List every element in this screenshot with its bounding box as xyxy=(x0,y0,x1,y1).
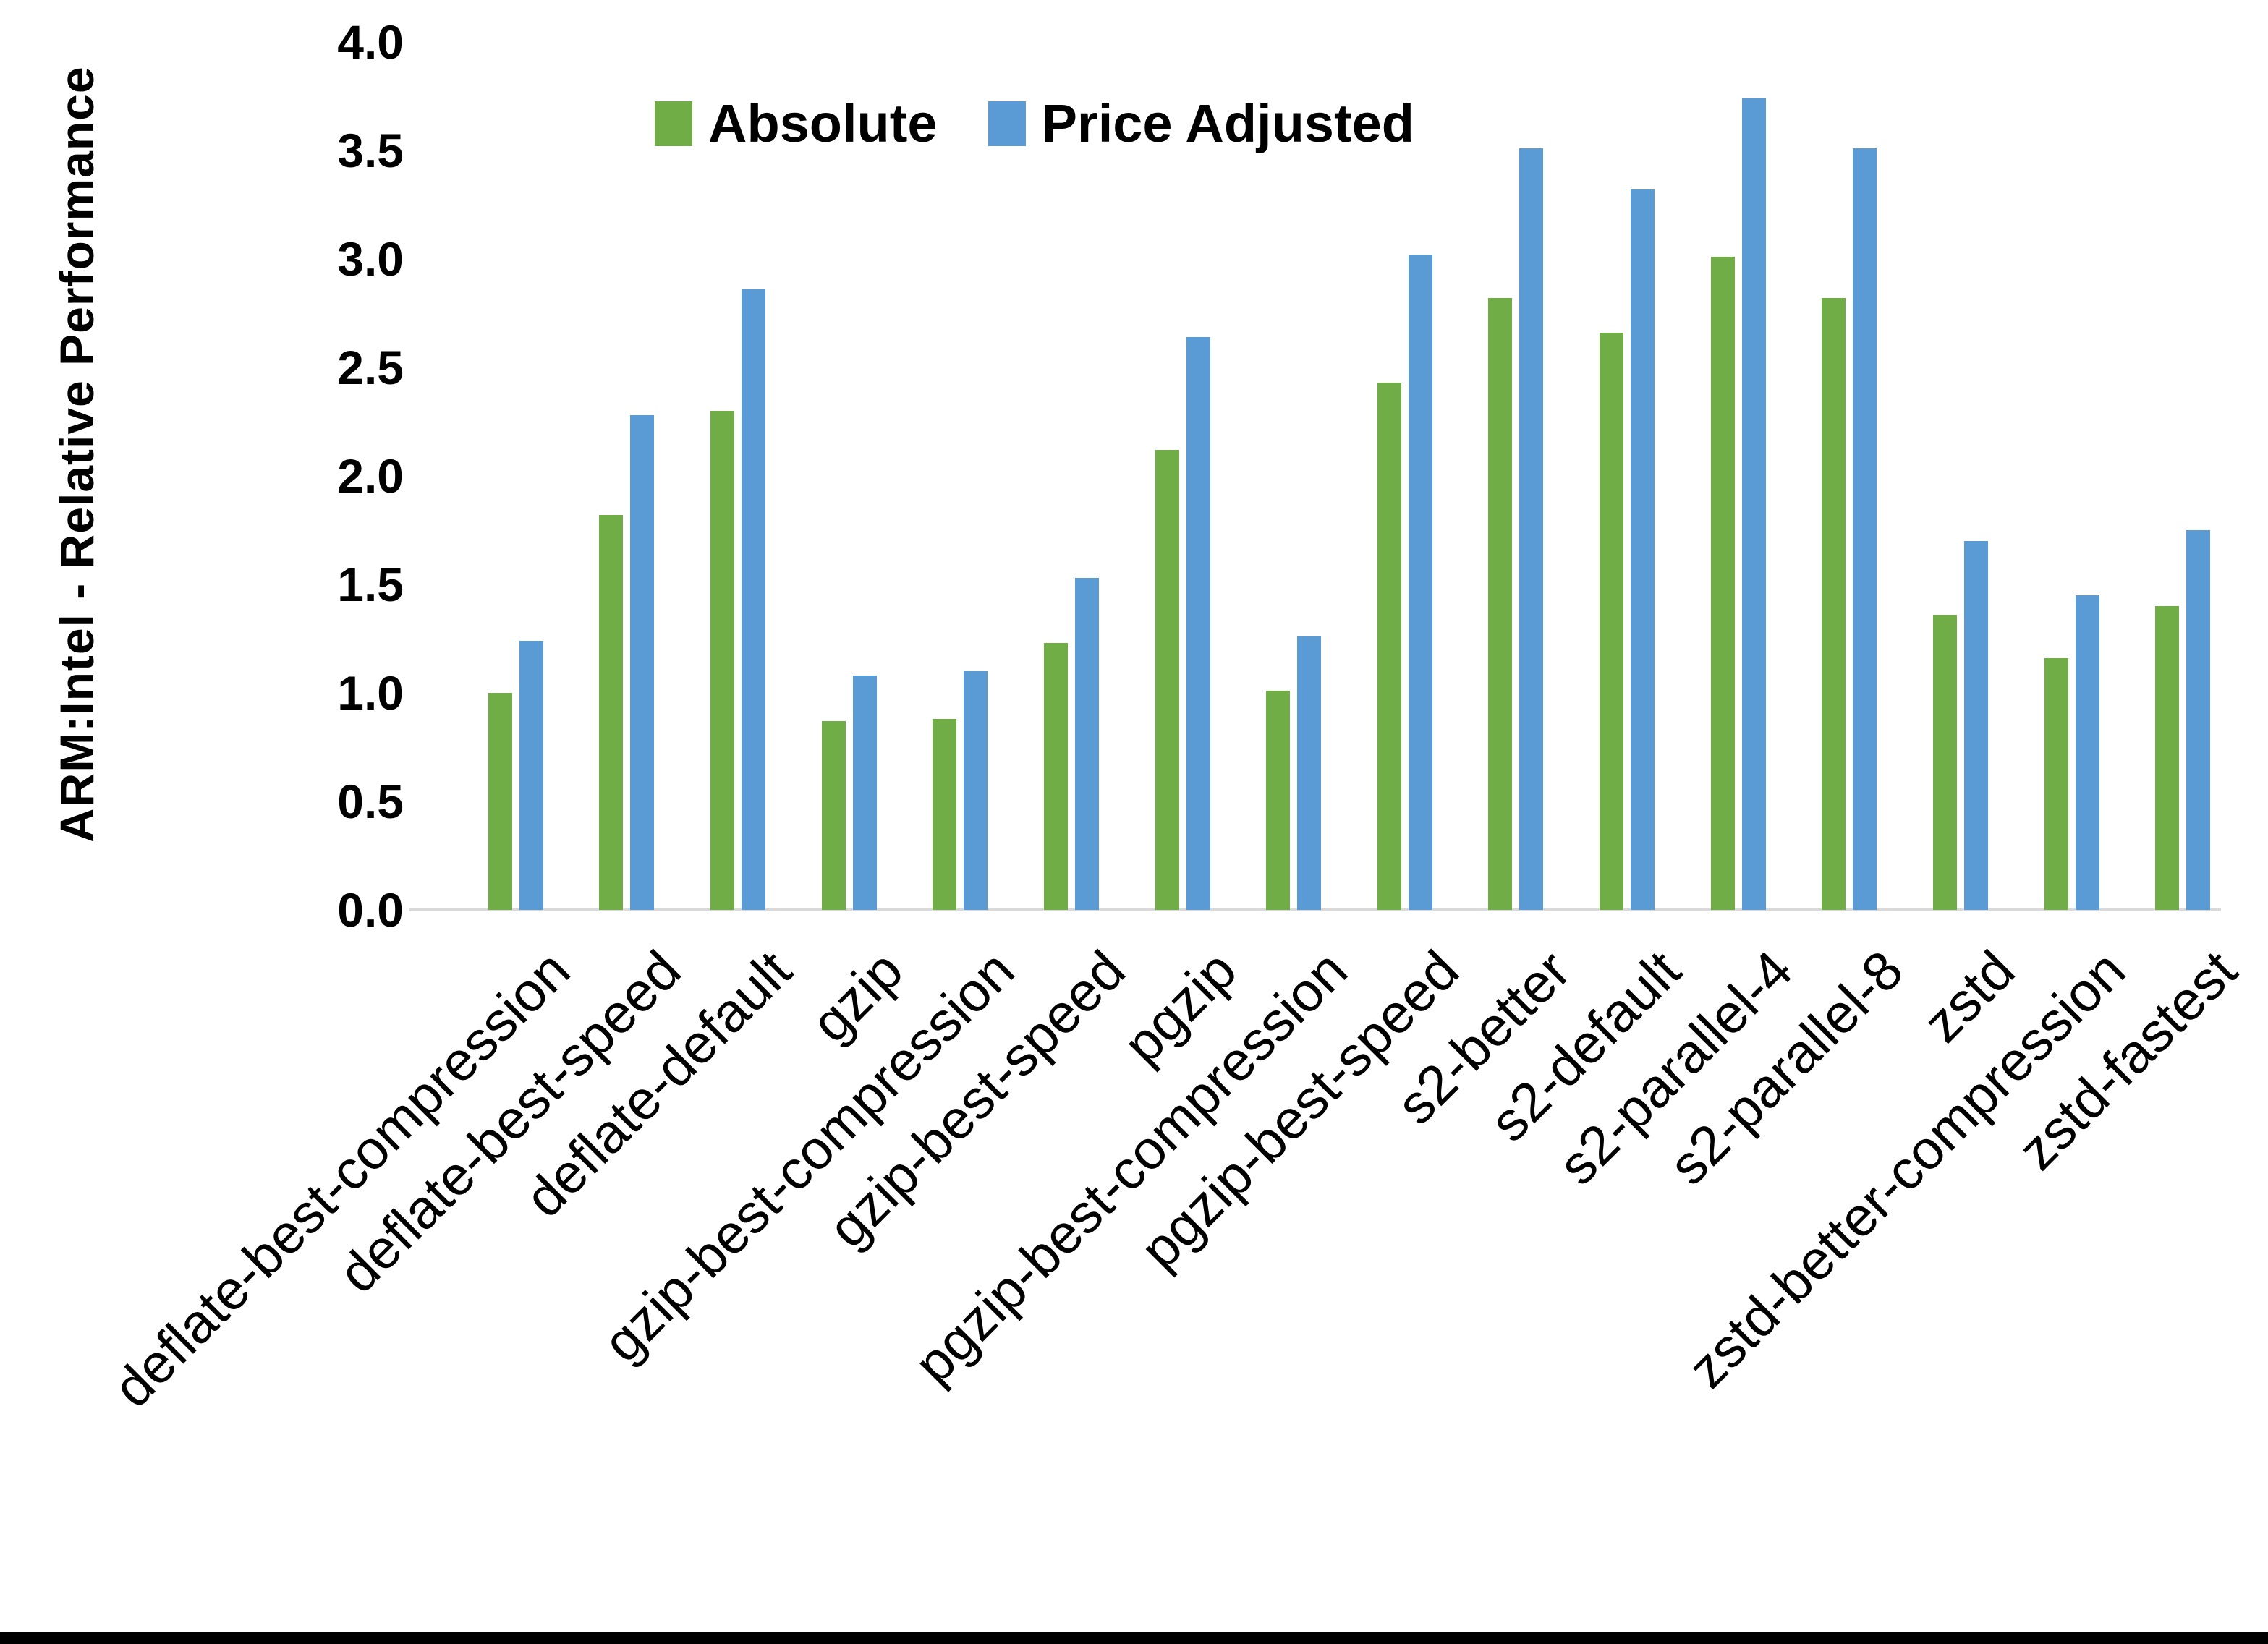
legend-label-price-adjusted: Price Adjusted xyxy=(1041,93,1414,153)
bar-group-gzip xyxy=(794,42,905,910)
legend: Absolute Price Adjusted xyxy=(655,93,1414,154)
bar-absolute xyxy=(2155,606,2180,910)
bar-absolute xyxy=(1710,257,1735,910)
bar-absolute xyxy=(933,719,957,910)
bar-group-zstd-fastest xyxy=(2127,42,2238,910)
y-tick-label: 3.0 xyxy=(337,232,404,286)
bar-price-adjusted xyxy=(519,641,543,910)
bar-price-adjusted xyxy=(964,671,988,910)
legend-swatch-price-adjusted-icon xyxy=(988,101,1026,146)
legend-item-absolute: Absolute xyxy=(655,93,938,154)
bar-absolute xyxy=(1377,383,1401,910)
legend-swatch-absolute-icon xyxy=(655,101,692,146)
bar-absolute xyxy=(599,515,624,910)
bar-absolute xyxy=(1266,691,1291,910)
bar-absolute xyxy=(1822,298,1846,910)
y-tick-label: 4.0 xyxy=(337,15,404,69)
bar-group-gzip-best-speed xyxy=(1016,42,1127,910)
bar-price-adjusted xyxy=(1519,148,1544,910)
bar-group-s2-parallel-4 xyxy=(1683,42,1794,910)
bar-group-pgzip xyxy=(1127,42,1239,910)
y-tick-label: 3.5 xyxy=(337,124,404,177)
bar-absolute xyxy=(1600,333,1624,910)
y-tick-label: 2.0 xyxy=(337,449,404,503)
bar-absolute xyxy=(710,411,735,910)
bar-group-s2-parallel-8 xyxy=(1794,42,1906,910)
bar-group-s2-better xyxy=(1461,42,1572,910)
bar-group-pgzip-best-speed xyxy=(1349,42,1461,910)
bar-price-adjusted xyxy=(2186,530,2211,910)
bar-absolute xyxy=(821,721,846,910)
bottom-border-bar xyxy=(0,1632,2268,1644)
bar-absolute xyxy=(1488,298,1513,910)
bar-group-deflate-best-compression xyxy=(460,42,572,910)
bar-price-adjusted xyxy=(1631,189,1655,910)
bar-price-adjusted xyxy=(1297,636,1322,910)
y-tick-label: 1.0 xyxy=(337,666,404,720)
y-tick-label: 0.0 xyxy=(337,883,404,937)
plot-area xyxy=(460,42,2238,910)
bar-price-adjusted xyxy=(1853,148,1877,910)
bar-price-adjusted xyxy=(1074,578,1099,910)
bar-price-adjusted xyxy=(2075,595,2099,910)
bar-price-adjusted xyxy=(742,289,766,910)
bar-price-adjusted xyxy=(1186,337,1210,910)
bar-price-adjusted xyxy=(630,415,655,910)
bar-absolute xyxy=(1155,450,1179,910)
bar-group-gzip-best-compression xyxy=(905,42,1016,910)
bar-group-deflate-default xyxy=(682,42,794,910)
y-tick-label: 1.5 xyxy=(337,558,404,611)
y-tick-label: 0.5 xyxy=(337,775,404,828)
bar-price-adjusted xyxy=(1741,98,1766,910)
y-tick-label: 2.5 xyxy=(337,341,404,394)
bar-group-zstd-better-compression xyxy=(2016,42,2128,910)
bar-absolute xyxy=(1043,643,1068,910)
y-axis-title: ARM:Intel - Relative Performance xyxy=(50,66,103,843)
bar-absolute xyxy=(488,693,512,910)
bar-group-s2-default xyxy=(1571,42,1683,910)
bar-group-pgzip-best-compression xyxy=(1238,42,1349,910)
bar-group-zstd xyxy=(1905,42,2016,910)
bar-absolute xyxy=(1932,615,1957,910)
bar-price-adjusted xyxy=(852,676,877,910)
bar-price-adjusted xyxy=(1963,541,1988,910)
bar-absolute xyxy=(2044,658,2068,910)
legend-label-absolute: Absolute xyxy=(708,93,938,153)
bar-price-adjusted xyxy=(1408,255,1432,910)
bar-group-deflate-best-speed xyxy=(572,42,683,910)
x-axis-line xyxy=(409,908,2221,911)
x-category-label: deflate-best-compression xyxy=(101,939,582,1420)
legend-item-price-adjusted: Price Adjusted xyxy=(988,93,1414,154)
